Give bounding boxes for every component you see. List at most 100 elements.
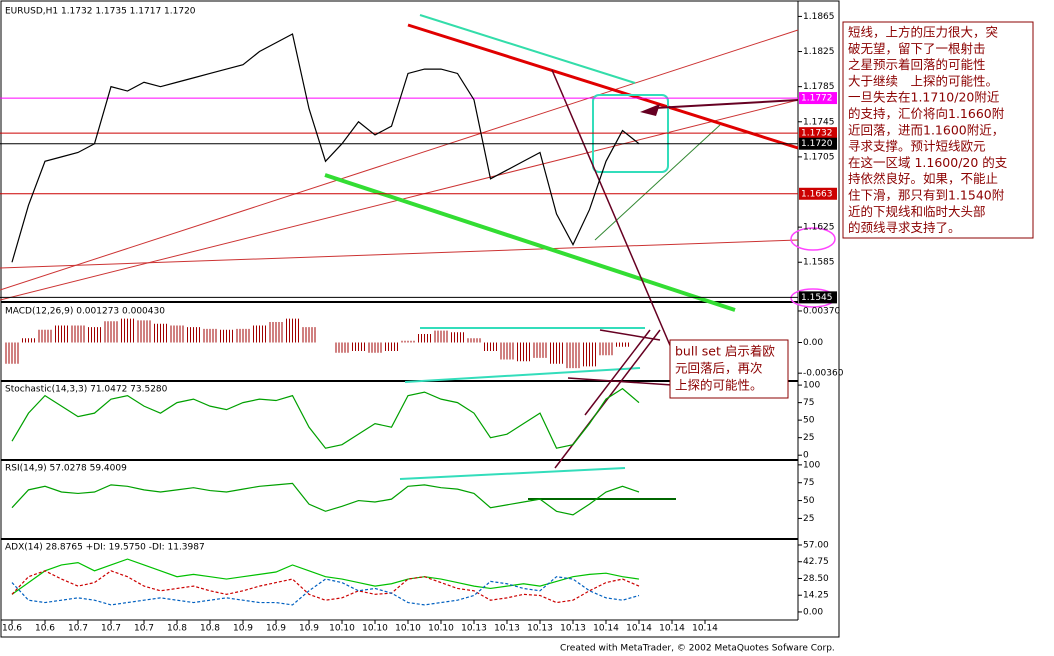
price-label-box (799, 137, 837, 150)
bull-line: 上探的可能性。 (675, 378, 763, 393)
y-tick-label: 0 (803, 451, 809, 461)
analysis-line: 持依然良好。如果，不能止 (848, 171, 998, 186)
analysis-line: 破无望，留下了一根射击 (848, 41, 986, 56)
pane-title: EURUSD,H1 1.1732 1.1735 1.1717 1.1720 (5, 7, 196, 17)
price-label-box (799, 92, 837, 105)
x-tick-label: 10.13 (461, 624, 487, 634)
y-tick-label: 0.00 (803, 607, 823, 617)
x-tick-label: 10.10 (428, 624, 454, 634)
x-tick-label: 10.10 (329, 624, 355, 634)
pane-title: MACD(12,26,9) 0.001273 0.000430 (5, 307, 165, 317)
analysis-line: 在这一区域 1.1600/20 的支 (848, 155, 1008, 170)
x-tick-label: 10.7 (68, 624, 88, 634)
x-tick-label: 10.9 (266, 624, 286, 634)
analysis-line: 短线，上方的压力很大，突 (848, 25, 998, 40)
price-label: 1.1663 (801, 189, 833, 199)
arrow (654, 99, 799, 109)
analysis-line: 的颈线寻求支持了。 (848, 220, 961, 235)
x-tick-label: 10.14 (626, 624, 652, 634)
y-tick-label: 28.50 (803, 574, 829, 584)
y-tick-label: 50 (803, 496, 815, 506)
trendline (0, 239, 799, 269)
bull-line: bull set 启示着欧 (675, 344, 775, 359)
resistance-line (407, 23, 799, 150)
price-label-box (799, 187, 837, 200)
x-tick-label: 10.9 (299, 624, 319, 634)
y-tick-label: 1.1625 (803, 223, 835, 233)
arrow (599, 329, 661, 341)
analysis-box (842, 21, 1034, 239)
x-tick-label: 10.6 (2, 624, 22, 634)
price-label: 1.1720 (801, 139, 833, 149)
price-label: 1.1732 (801, 129, 833, 139)
series-line (11, 387, 640, 449)
analysis-line: 近的下规线和临时大头部 (848, 204, 986, 219)
analysis-line: 的支持，汇价将向1.1660附 (848, 106, 1005, 121)
channel-line (419, 14, 636, 84)
bull-box (669, 339, 789, 399)
analysis-line: 之星预示着回落的可能性 (848, 57, 986, 72)
y-tick-label: 1.1745 (803, 117, 835, 127)
x-tick-label: 10.9 (233, 624, 253, 634)
x-tick-label: 10.14 (692, 624, 718, 634)
y-tick-label: 25 (803, 433, 814, 443)
x-tick-label: 10.10 (362, 624, 388, 634)
pane-title: RSI(14,9) 57.0278 59.4009 (5, 464, 127, 474)
x-tick-label: 10.13 (527, 624, 553, 634)
x-tick-label: 10.10 (395, 624, 421, 634)
x-tick-label: 10.7 (101, 624, 121, 634)
y-tick-label: 57.00 (803, 540, 829, 550)
analysis-line: 寻求支撑。预计短线欧元 (848, 139, 986, 154)
analysis-line: 住下滑，那只有到1.1540附 (848, 188, 1005, 203)
y-tick-label: 75 (803, 478, 814, 488)
macd-line (404, 367, 641, 383)
x-tick-label: 10.14 (593, 624, 619, 634)
price-label-box (799, 291, 837, 304)
footer: Created with MetaTrader, © 2002 MetaQuot… (560, 644, 835, 654)
analysis-line: 一旦失去在1.1710/20附近 (848, 90, 1000, 105)
y-tick-label: 25 (803, 514, 814, 524)
x-tick-label: 10.14 (659, 624, 685, 634)
analysis-line: 近回落，进而1.1600附近， (848, 122, 1004, 137)
arrow (584, 329, 651, 416)
x-tick-label: 10.13 (560, 624, 586, 634)
y-tick-label: 1.1705 (803, 152, 835, 162)
support-line (324, 173, 736, 312)
x-tick-label: 10.7 (134, 624, 154, 634)
x-tick-label: 10.8 (200, 624, 220, 634)
y-tick-label: 14.25 (803, 591, 829, 601)
y-tick-label: 1.1585 (803, 258, 835, 268)
series-line (11, 570, 640, 604)
trendline (0, 29, 799, 291)
drawn-objects (0, 14, 836, 500)
level-circle (790, 227, 836, 251)
price-label: 1.1545 (801, 293, 833, 303)
analysis-line: 大于继续 上探的可能性。 (848, 73, 998, 88)
y-tick-label: 0.00370 (803, 306, 840, 316)
price-label: 1.1772 (801, 94, 833, 104)
arrowhead (640, 104, 660, 116)
pane-title: Stochastic(14,3,3) 71.0472 73.5280 (5, 385, 168, 395)
price-label-box (799, 127, 837, 140)
y-tick-label: 75 (803, 398, 814, 408)
y-tick-label: 50 (803, 416, 815, 426)
x-tick-label: 10.13 (494, 624, 520, 634)
chart-frame (0, 0, 840, 638)
y-tick-label: 42.75 (803, 557, 829, 567)
rsi-line (399, 467, 626, 480)
series-line (11, 482, 640, 516)
y-tick-label: 0.00 (803, 338, 823, 348)
x-tick-label: 10.8 (167, 624, 187, 634)
y-tick-label: 1.1825 (803, 47, 835, 57)
series-line (11, 33, 640, 263)
series-line (11, 558, 640, 595)
bull-line: 元回落后，再次 (675, 361, 763, 376)
y-tick-label: 1.1865 (803, 12, 835, 22)
y-tick-label: 100 (803, 381, 820, 391)
y-tick-label: -0.00360 (803, 369, 844, 379)
y-tick-label: 1.1785 (803, 82, 835, 92)
x-tick-label: 10.6 (35, 624, 55, 634)
arrow (567, 377, 673, 386)
arrow (551, 69, 673, 351)
